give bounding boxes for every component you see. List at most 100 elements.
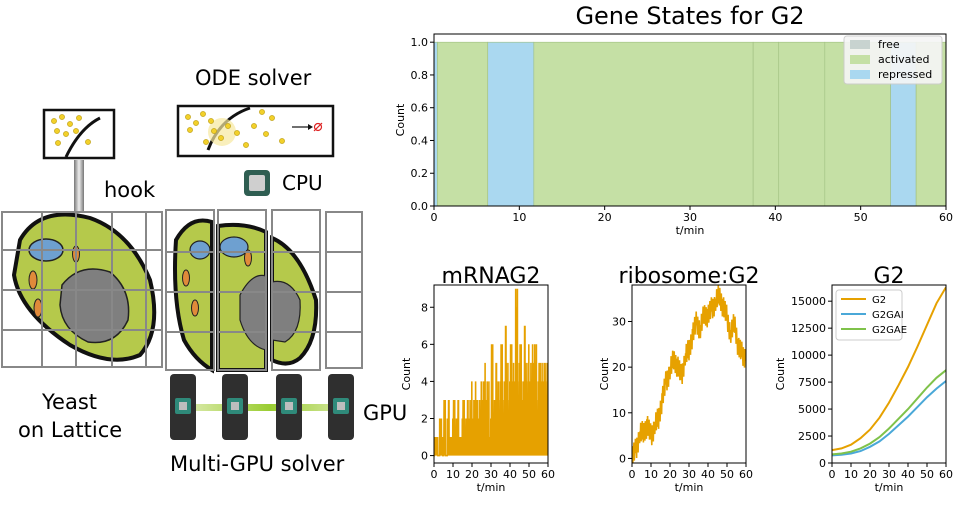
x-tick-label: 50 [522,468,536,481]
plot-area [434,288,548,457]
chart-1: Gene States for G2 free activated repressed… [394,2,953,237]
y-tick-label: 7500 [798,376,826,389]
y-tick-label: 0.2 [411,167,429,180]
hook-inset-box [42,108,116,160]
x-tick-label: 0 [431,468,438,481]
multi-gpu-simulation-diagram [1,104,363,440]
legend-entry: G2GAI [872,310,904,321]
y-tick-label: 4 [421,375,428,388]
state-segment-repressed [487,41,535,206]
y-tick-label: 1.0 [411,36,429,49]
plot-area [632,285,746,463]
y-tick-label: 20 [612,361,626,374]
x-tick-label: 0 [629,468,636,481]
gpu-card-4 [328,374,354,440]
x-tick-label: 50 [854,211,868,224]
domain-slice-4 [325,211,363,369]
gpu-label: GPU [363,401,408,425]
y-tick-label: 30 [612,316,626,329]
cpu-label: CPU [282,171,323,195]
x-tick-label: 60 [939,468,953,481]
y-tick-label: 0 [421,450,428,463]
series-line-mrnag2 [434,288,548,457]
series-line-g2 [832,286,946,452]
x-tick-label: 20 [863,468,877,481]
legend: G2 G2GAI G2GAE [835,289,907,341]
legend-entry: repressed [878,68,932,81]
y-axis-label: Count [598,357,611,390]
x-axis-label: t/min [676,224,705,237]
state-segment-activated [778,41,826,206]
y-axis-label: Count [394,103,407,136]
x-tick-label: 60 [939,211,953,224]
y-tick-label: 5000 [798,403,826,416]
gpu-card-2 [222,374,248,440]
gpu-row [170,374,354,440]
legend-entry: G2GAE [872,325,907,336]
ode-solver-label: ODE solver [195,66,312,90]
state-segment-activated [533,41,754,206]
x-tick-label: 30 [882,468,896,481]
decomposed-yeast-cell [165,209,363,374]
chart-3: ribosome:G20 10 20 30 40 50 600102030t/minCoun… [598,264,759,494]
y-tick-label: 2500 [798,430,826,443]
yeast-label-line1: Yeast [42,390,98,414]
domain-slice-1 [165,209,215,374]
state-segment-repressed [434,41,438,206]
ode-particles [185,109,285,148]
x-axis-label: t/min [675,481,704,494]
chart-title: Gene States for G2 [575,2,804,30]
y-tick-label: 10 [612,407,626,420]
y-tick-label: 0 [819,457,826,470]
legend: free activated repressed [843,35,943,85]
legend-entry: G2 [872,295,886,306]
domain-slice-3 [270,209,321,371]
x-tick-label: 20 [663,468,677,481]
plot-area [832,286,946,457]
x-tick-label: 20 [465,468,479,481]
x-tick-label: 40 [768,211,782,224]
x-tick-label: 10 [446,468,460,481]
multi-gpu-solver-label: Multi-GPU solver [170,452,345,476]
legend-box [835,289,903,341]
x-tick-label: 0 [829,468,836,481]
cpu-chip [244,170,270,196]
x-axis-label: t/min [477,481,506,494]
series-line-ribosome-g2 [632,285,746,463]
legend-swatch [850,40,870,49]
x-tick-label: 30 [683,211,697,224]
x-tick-label: 50 [720,468,734,481]
lattice-grid [1,211,163,368]
y-tick-label: 0.8 [411,69,429,82]
x-tick-label: 20 [598,211,612,224]
x-tick-label: 10 [844,468,858,481]
x-tick-label: 10 [512,211,526,224]
hook-connector [74,160,84,212]
x-tick-label: 40 [701,468,715,481]
y-tick-label: 12500 [791,322,826,335]
gpu-card-3 [276,374,302,440]
legend-swatch [850,55,870,64]
ode-solver-box [176,104,335,158]
x-tick-label: 0 [431,211,438,224]
x-axis-label: t/min [875,481,904,494]
y-tick-label: 0 [619,452,626,465]
gpu-card-1 [170,374,196,440]
y-axis-label: Count [400,357,413,390]
state-segment-activated [437,41,489,206]
y-tick-label: 0.4 [411,134,429,147]
legend-swatch [850,70,870,79]
x-tick-label: 30 [484,468,498,481]
series-line-g2gai [832,380,946,457]
legend-entry: activated [878,53,929,66]
hook-label: hook [104,178,156,202]
series-line-g2gae [832,369,946,456]
yeast-cell-lattice [1,211,163,368]
y-tick-label: 6 [421,338,428,351]
yeast-label-line2: on Lattice [18,418,123,442]
degradation-symbol [313,122,323,132]
x-tick-label: 30 [682,468,696,481]
